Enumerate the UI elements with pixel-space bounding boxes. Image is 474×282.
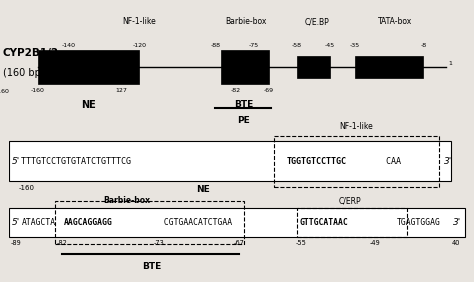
Text: -82: -82: [57, 240, 68, 246]
Text: -120: -120: [132, 43, 146, 48]
Text: -89: -89: [11, 240, 22, 246]
Text: -67: -67: [234, 240, 245, 246]
Text: NE: NE: [196, 186, 210, 195]
Text: -160: -160: [31, 88, 45, 93]
Text: -35: -35: [350, 43, 360, 48]
Bar: [355, 56, 423, 78]
Text: 3': 3': [444, 157, 452, 166]
Text: -160: -160: [0, 89, 9, 94]
Text: TGAGTGGAG: TGAGTGGAG: [397, 218, 441, 227]
Bar: [297, 208, 407, 237]
Text: -160: -160: [18, 186, 35, 191]
Bar: [55, 201, 244, 244]
Text: BTE: BTE: [142, 262, 162, 271]
Text: -8: -8: [420, 43, 427, 48]
Text: NF-1-like: NF-1-like: [123, 17, 156, 26]
Text: 40: 40: [451, 240, 460, 246]
Text: ATAGCTA: ATAGCTA: [22, 218, 56, 227]
Text: GTTGCATAAC: GTTGCATAAC: [299, 218, 348, 227]
Text: BTE: BTE: [234, 100, 253, 109]
Text: TTTGTCCTGTGTATCTGTTTCG: TTTGTCCTGTGTATCTGTTTCG: [21, 157, 136, 166]
Bar: [297, 56, 329, 78]
Text: -140: -140: [62, 43, 75, 48]
Text: 5': 5': [12, 218, 20, 227]
Text: TATA-box: TATA-box: [378, 17, 412, 26]
Text: Barbie-box: Barbie-box: [225, 17, 266, 26]
Text: -45: -45: [325, 43, 335, 48]
Bar: [38, 50, 139, 85]
Text: -58: -58: [292, 43, 301, 48]
Text: AAGCAGGAGG: AAGCAGGAGG: [64, 218, 112, 227]
Text: Barbie-box: Barbie-box: [103, 196, 150, 205]
Text: -69: -69: [264, 88, 274, 93]
Text: -73: -73: [154, 240, 164, 246]
Text: NE: NE: [82, 100, 96, 110]
Text: -82: -82: [231, 88, 241, 93]
Text: CAA: CAA: [381, 157, 401, 166]
Text: NF-1-like: NF-1-like: [340, 122, 374, 131]
Text: CYP2B1/2: CYP2B1/2: [2, 48, 59, 58]
Bar: [220, 50, 269, 85]
Text: -55: -55: [296, 240, 307, 246]
Text: C/E.BP: C/E.BP: [304, 17, 329, 26]
Bar: [274, 136, 439, 187]
Text: PE: PE: [237, 116, 250, 125]
Text: CGTGAACATCTGAA: CGTGAACATCTGAA: [159, 218, 232, 227]
Text: C/ERP: C/ERP: [338, 196, 361, 205]
Text: 127: 127: [116, 88, 128, 93]
Text: -88: -88: [210, 43, 220, 48]
Text: -49: -49: [370, 240, 380, 246]
Text: 1: 1: [449, 61, 453, 67]
Bar: [9, 141, 451, 181]
Text: -75: -75: [248, 43, 258, 48]
Text: 5': 5': [12, 157, 20, 166]
Bar: [9, 208, 465, 237]
Text: 3': 3': [453, 218, 461, 227]
Text: (160 bp): (160 bp): [2, 69, 44, 78]
Text: TGGTGTCCTTGC: TGGTGTCCTTGC: [287, 157, 346, 166]
